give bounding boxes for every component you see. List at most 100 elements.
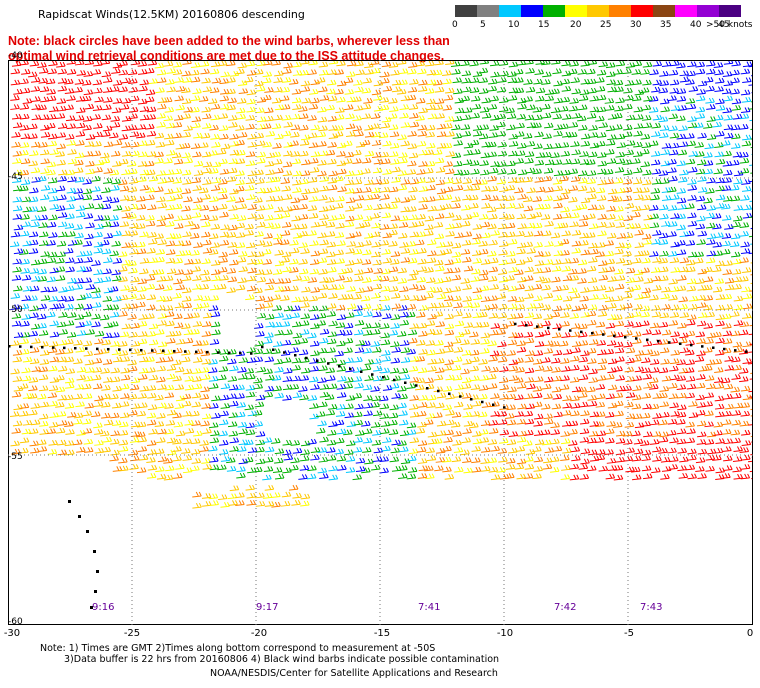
wind-barb (722, 215, 732, 221)
quality-flag-dot (569, 329, 572, 332)
wind-barb (487, 104, 498, 110)
wind-barb (110, 116, 121, 122)
wind-barb (119, 185, 130, 192)
wind-barb (85, 161, 95, 167)
wind-barb (202, 247, 213, 254)
wind-barb (237, 62, 248, 69)
wind-barb (58, 420, 68, 426)
quality-flag-dot (459, 395, 462, 398)
wind-barb (649, 383, 659, 390)
wind-barb (370, 113, 381, 119)
wind-barb (750, 415, 753, 417)
wind-barb (344, 357, 354, 364)
wind-barb (723, 438, 733, 445)
wind-barb (101, 221, 112, 228)
wind-barb (507, 168, 517, 175)
wind-barb (515, 150, 526, 157)
wind-barb (499, 429, 510, 436)
wind-barb (741, 440, 752, 447)
wind-barb (345, 205, 355, 212)
wind-barb (264, 501, 275, 507)
wind-barb (615, 438, 626, 444)
wind-barb (182, 231, 192, 238)
wind-barb (541, 103, 551, 110)
wind-barb (155, 87, 165, 94)
wind-barb (642, 403, 652, 410)
wind-barb (256, 276, 267, 283)
wind-barb (336, 455, 347, 462)
wind-barb (202, 464, 213, 470)
wind-barb (22, 393, 33, 399)
quality-flag-dot (217, 351, 220, 354)
wind-barb (299, 320, 310, 327)
wind-barb (175, 430, 186, 437)
wind-barb (541, 403, 551, 410)
wind-barb (650, 188, 661, 194)
wind-barb (136, 410, 147, 417)
wind-barb (210, 311, 221, 318)
wind-barb (48, 60, 58, 67)
wind-barb (497, 269, 508, 275)
wind-barb (659, 401, 670, 408)
wind-barb (498, 195, 508, 201)
wind-barb (209, 383, 219, 389)
wind-barb (526, 383, 536, 390)
wind-barb (597, 132, 607, 138)
wind-barb (201, 194, 211, 200)
wind-barb (254, 80, 264, 87)
wind-barb (532, 106, 543, 113)
wind-barb (156, 196, 166, 203)
wind-barb (273, 239, 283, 245)
wind-barb (589, 421, 600, 427)
wind-barb (256, 158, 266, 164)
wind-barb (209, 295, 220, 302)
wind-barb (640, 204, 651, 211)
wind-barb (49, 204, 60, 210)
wind-barb (408, 448, 419, 455)
wind-barb (544, 122, 554, 129)
wind-barb (550, 232, 561, 239)
wind-barb (370, 213, 380, 219)
wind-barb (345, 188, 355, 194)
wind-barb (29, 187, 39, 194)
wind-barb (372, 430, 382, 436)
wind-barb (40, 185, 51, 191)
wind-barb (328, 465, 338, 472)
wind-barb (669, 87, 680, 94)
wind-barb (20, 113, 30, 120)
wind-barb (130, 377, 141, 384)
wind-barb (669, 358, 680, 365)
wind-barb (75, 401, 85, 408)
wind-barb (496, 86, 507, 93)
wind-barb (488, 239, 498, 246)
wind-barb (73, 439, 83, 446)
wind-barb (264, 87, 274, 93)
wind-barb (191, 458, 202, 464)
wind-barb (325, 104, 335, 111)
wind-barb (670, 194, 680, 201)
wind-barb (578, 95, 589, 102)
quality-flag-dot (74, 346, 77, 350)
wind-barb (201, 258, 211, 265)
wind-barb (299, 268, 309, 275)
wind-barb (676, 428, 687, 435)
wind-barb (704, 410, 714, 417)
wind-barb (418, 394, 428, 401)
wind-barb (570, 364, 580, 371)
wind-barb (461, 131, 472, 137)
wind-barb (101, 384, 111, 391)
wind-barb (534, 341, 545, 347)
wind-barb (201, 331, 212, 337)
wind-barb (462, 86, 472, 93)
wind-barb (156, 69, 167, 76)
wind-barb (318, 206, 329, 213)
wind-barb (714, 86, 724, 93)
wind-barb (742, 134, 752, 141)
wind-barb (118, 251, 128, 258)
wind-barb (523, 176, 533, 183)
wind-barb (417, 258, 427, 265)
wind-barb (703, 123, 713, 129)
wind-barb (578, 392, 588, 398)
wind-barb (121, 259, 131, 266)
wind-barb (669, 132, 680, 139)
